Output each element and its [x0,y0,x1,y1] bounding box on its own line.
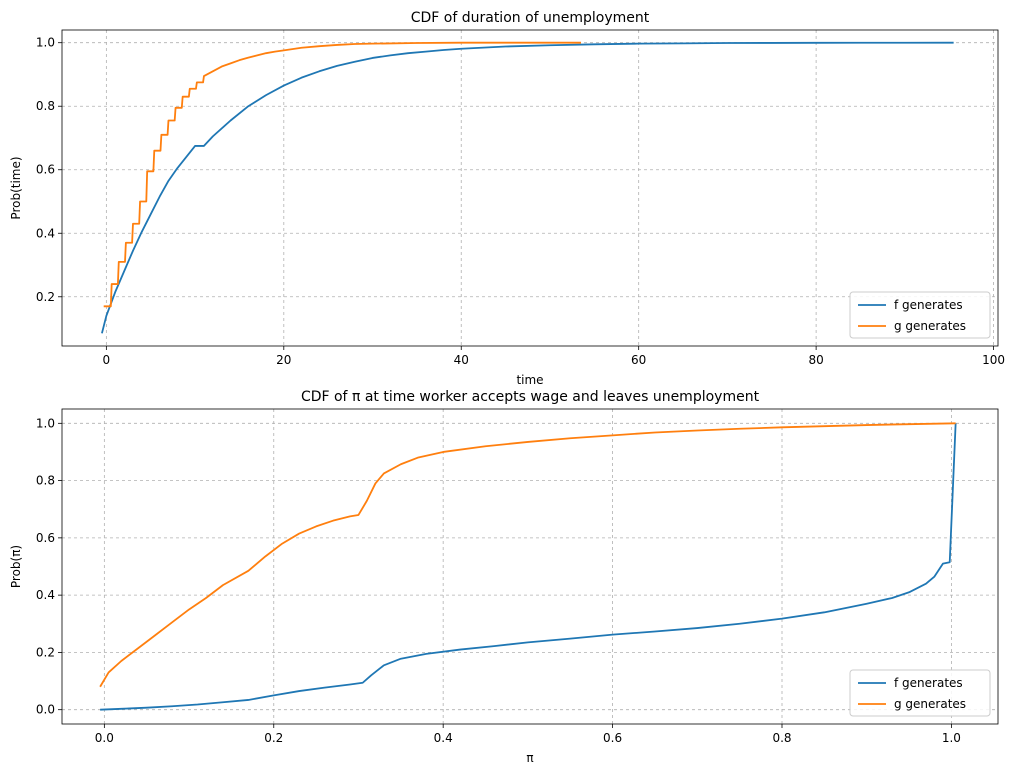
x-tick-label: 0.8 [772,731,791,745]
y-axis-label: Prob(π) [9,545,23,588]
x-tick-label: 1.0 [942,731,961,745]
y-tick-label: 1.0 [36,416,55,430]
x-tick-label: 0.4 [434,731,453,745]
legend-entry-f: f generates [894,676,963,690]
legend-entry-f: f generates [894,298,963,312]
y-tick-label: 0.8 [36,474,55,488]
series-line-f [101,41,954,334]
y-axis-ticks: 0.2 0.4 0.6 0.8 1.0 [36,36,62,304]
y-tick-label: 1.0 [36,36,55,50]
panel-pi-cdf: 0.0 0.2 0.4 0.6 0.8 1.0 0.0 0.2 0.4 0.6 0.8 1.0 CD… [9,389,999,765]
plot-frame [61,29,999,347]
plot-frame [61,408,999,725]
grid [62,409,998,724]
x-axis-label: π [526,751,533,765]
y-tick-label: 0.4 [36,226,55,240]
legend-entry-g: g generates [894,319,966,333]
y-tick-label: 0.2 [36,290,55,304]
series-lines [101,41,954,334]
series-line-f [100,423,957,711]
legend-entry-g: g generates [894,697,966,711]
x-axis-ticks: 0.0 0.2 0.4 0.6 0.8 1.0 [95,724,961,745]
y-tick-label: 0.8 [36,99,55,113]
y-tick-label: 0.4 [36,588,55,602]
x-tick-label: 100 [982,353,1005,367]
chart-title: CDF of π at time worker accepts wage and… [301,389,760,405]
x-tick-label: 80 [808,353,823,367]
series-line-g [103,41,582,308]
y-tick-label: 0.0 [36,703,55,717]
x-tick-label: 0.0 [95,731,114,745]
y-tick-label: 0.2 [36,645,55,659]
panel-duration-cdf: 0 20 40 60 80 100 0.2 0.4 0.6 0.8 1.0 CDF of dura… [9,10,1005,387]
legend: f generates g generates [849,669,991,717]
x-axis-ticks: 0 20 40 60 80 100 [103,346,1005,367]
y-tick-label: 0.6 [36,163,55,177]
legend: f generates g generates [849,291,991,339]
x-tick-label: 20 [276,353,291,367]
x-tick-label: 0.2 [264,731,283,745]
x-tick-label: 40 [454,353,469,367]
y-axis-ticks: 0.0 0.2 0.4 0.6 0.8 1.0 [36,416,62,717]
x-tick-label: 60 [631,353,646,367]
x-tick-label: 0 [103,353,111,367]
x-axis-label: time [516,373,543,387]
series-line-g [99,422,956,688]
x-tick-label: 0.6 [603,731,622,745]
series-lines [99,422,957,711]
y-axis-label: Prob(time) [9,156,23,219]
chart-title: CDF of duration of unemployment [411,10,650,26]
y-tick-label: 0.6 [36,531,55,545]
